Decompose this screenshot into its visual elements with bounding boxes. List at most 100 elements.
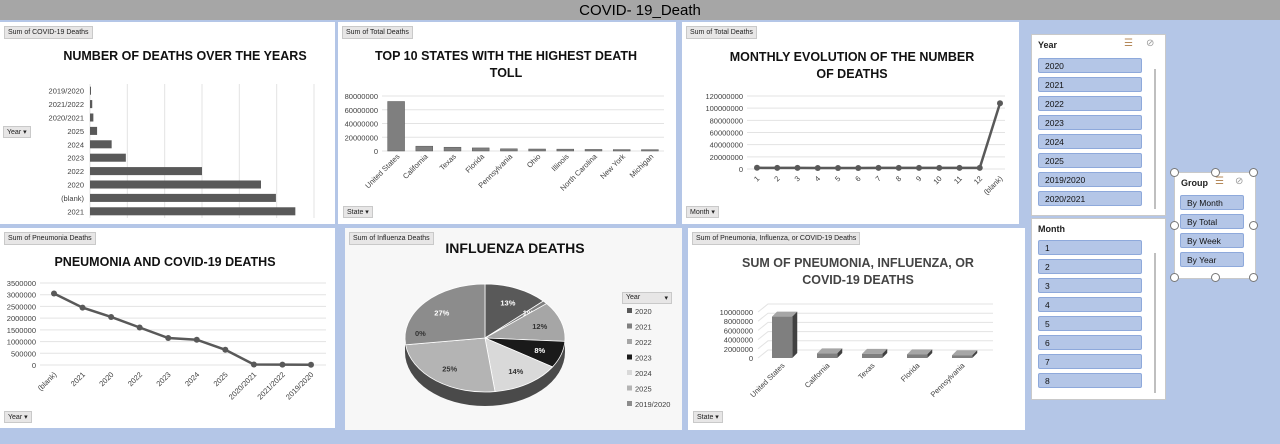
x-tick-label: 9 — [914, 174, 923, 183]
year-slicer-item[interactable]: 2020/2021 — [1038, 191, 1142, 206]
resize-handle[interactable] — [1170, 273, 1179, 282]
group-slicer-item[interactable]: By Total — [1180, 214, 1244, 229]
year-slicer-item[interactable]: 2019/2020 — [1038, 172, 1142, 187]
month-slicer-item[interactable]: 5 — [1038, 316, 1142, 331]
month-slicer: Month 1 2 3 4 5 6 7 8 — [1031, 218, 1166, 400]
x-tick-label: 2021 — [69, 370, 87, 388]
x-tick-label: Pennsylvania — [929, 360, 967, 398]
x-tick-label: Texas — [856, 361, 876, 381]
month-slicer-item[interactable]: 7 — [1038, 354, 1142, 369]
field-button-influenza-deaths[interactable]: Sum of Influenza Deaths — [349, 232, 434, 245]
slice-label: 1% — [523, 308, 534, 317]
bar-top — [772, 311, 798, 317]
field-button-covid-deaths[interactable]: Sum of COVID-19 Deaths — [4, 26, 93, 39]
bar — [817, 353, 838, 358]
resize-handle[interactable] — [1249, 168, 1258, 177]
data-point — [222, 346, 229, 353]
x-tick-label: (blank) — [982, 174, 1005, 197]
x-tick-label: Michigan — [628, 152, 656, 180]
legend-entry: 2023 — [635, 354, 652, 363]
data-point — [51, 290, 57, 297]
y-tick-label: 1000000 — [7, 338, 36, 347]
month-slicer-item[interactable]: 1 — [1038, 240, 1142, 255]
x-tick-label: California — [401, 151, 430, 180]
data-point — [956, 164, 963, 171]
clear-filter-icon[interactable]: ⊘ — [1235, 176, 1244, 187]
month-slicer-item[interactable]: 6 — [1038, 335, 1142, 350]
month-slicer-item[interactable]: 2 — [1038, 259, 1142, 274]
year-filter-button[interactable]: Year ▾ — [4, 411, 32, 423]
field-button-pneumonia-deaths[interactable]: Sum of Pneumonia Deaths — [4, 232, 96, 245]
y-tick-label: 2000000 — [724, 345, 753, 354]
gridline — [757, 331, 993, 340]
chart-title: NUMBER OF DEATHS OVER THE YEARS — [63, 49, 307, 63]
state-filter-button[interactable]: State ▾ — [693, 411, 723, 423]
chart-title: INFLUENZA DEATHS — [445, 240, 585, 256]
year-slicer-item[interactable]: 2022 — [1038, 96, 1142, 111]
legend-entry: 2022 — [635, 338, 652, 347]
group-slicer-item[interactable]: By Year — [1180, 252, 1244, 267]
pie-slice — [483, 303, 566, 342]
line-chart-monthly: 0 20000000 40000000 60000000 80000000 1000000… — [705, 92, 1005, 197]
bar — [90, 113, 94, 122]
chart-monthly-evolution: Sum of Total Deaths MONTHLY EVOLUTION OF… — [682, 22, 1019, 224]
y-tick-label: 2024 — [67, 140, 84, 149]
x-tick-label: 7 — [874, 174, 883, 183]
year-filter-button[interactable]: Year ▾ — [3, 126, 31, 138]
multi-select-icon[interactable]: ☰ — [1215, 176, 1224, 187]
y-tick-label: 6000000 — [724, 326, 753, 335]
month-slicer-item[interactable]: 4 — [1038, 297, 1142, 312]
resize-handle[interactable] — [1249, 221, 1258, 230]
group-slicer-item[interactable]: By Week — [1180, 233, 1244, 248]
y-tick-label: 40000000 — [345, 120, 378, 129]
resize-handle[interactable] — [1249, 273, 1258, 282]
year-slicer-item[interactable]: 2021 — [1038, 77, 1142, 92]
group-slicer-item[interactable]: By Month — [1180, 195, 1244, 210]
state-filter-button[interactable]: State ▾ — [343, 206, 373, 218]
resize-handle[interactable] — [1211, 273, 1220, 282]
x-tick-label: 2022 — [126, 370, 144, 388]
clear-filter-icon[interactable]: ⊘ — [1146, 38, 1155, 49]
year-slicer-item[interactable]: 2020 — [1038, 58, 1142, 73]
line-chart-pneumonia: 0 500000 1000000 1500000 2000000 2500000 30000… — [7, 279, 326, 401]
y-tick-label: 0 — [749, 354, 753, 363]
year-slicer-item[interactable]: 2025 — [1038, 153, 1142, 168]
series-line — [53, 292, 312, 367]
field-button-pic-deaths[interactable]: Sum of Pneumonia, Influenza, or COVID-19… — [692, 232, 861, 245]
year-slicer-item[interactable]: 2024 — [1038, 134, 1142, 149]
resize-handle[interactable] — [1170, 221, 1179, 230]
field-button-total-deaths[interactable]: Sum of Total Deaths — [686, 26, 757, 39]
scrollbar[interactable] — [1154, 253, 1156, 393]
field-button-total-deaths[interactable]: Sum of Total Deaths — [342, 26, 413, 39]
x-tick-label: 1 — [752, 174, 761, 183]
multi-select-icon[interactable]: ☰ — [1124, 38, 1133, 49]
scrollbar[interactable] — [1154, 69, 1156, 209]
bar — [90, 140, 112, 149]
bar — [90, 86, 91, 95]
slice-label: 0% — [415, 329, 426, 338]
month-filter-button[interactable]: Month ▾ — [686, 206, 719, 218]
x-tick-label: (blank) — [36, 370, 59, 393]
legend-entry: 2021 — [635, 323, 652, 332]
y-tick-label: 20000000 — [345, 133, 378, 142]
resize-handle[interactable] — [1170, 168, 1179, 177]
month-slicer-item[interactable]: 3 — [1038, 278, 1142, 293]
data-point — [136, 324, 143, 331]
data-point — [875, 164, 882, 171]
data-point — [835, 164, 841, 171]
month-slicer-item[interactable]: 8 — [1038, 373, 1142, 388]
y-tick-label: 3500000 — [7, 279, 36, 288]
bar — [90, 100, 93, 109]
x-tick-label: 12 — [972, 174, 984, 186]
group-slicer: Group ☰ ⊘ By Month By Total By Week By Year — [1170, 168, 1258, 282]
legend-year-filter-button[interactable]: Year ▾ — [622, 292, 672, 304]
bar-top — [817, 348, 843, 354]
x-tick-label: 11 — [952, 174, 964, 186]
resize-handle[interactable] — [1211, 168, 1220, 177]
pie-slice — [484, 337, 554, 393]
x-tick-label: 4 — [813, 174, 822, 183]
data-point — [108, 313, 115, 320]
bar-side — [927, 349, 933, 358]
year-slicer-item[interactable]: 2023 — [1038, 115, 1142, 130]
data-point — [279, 361, 286, 368]
